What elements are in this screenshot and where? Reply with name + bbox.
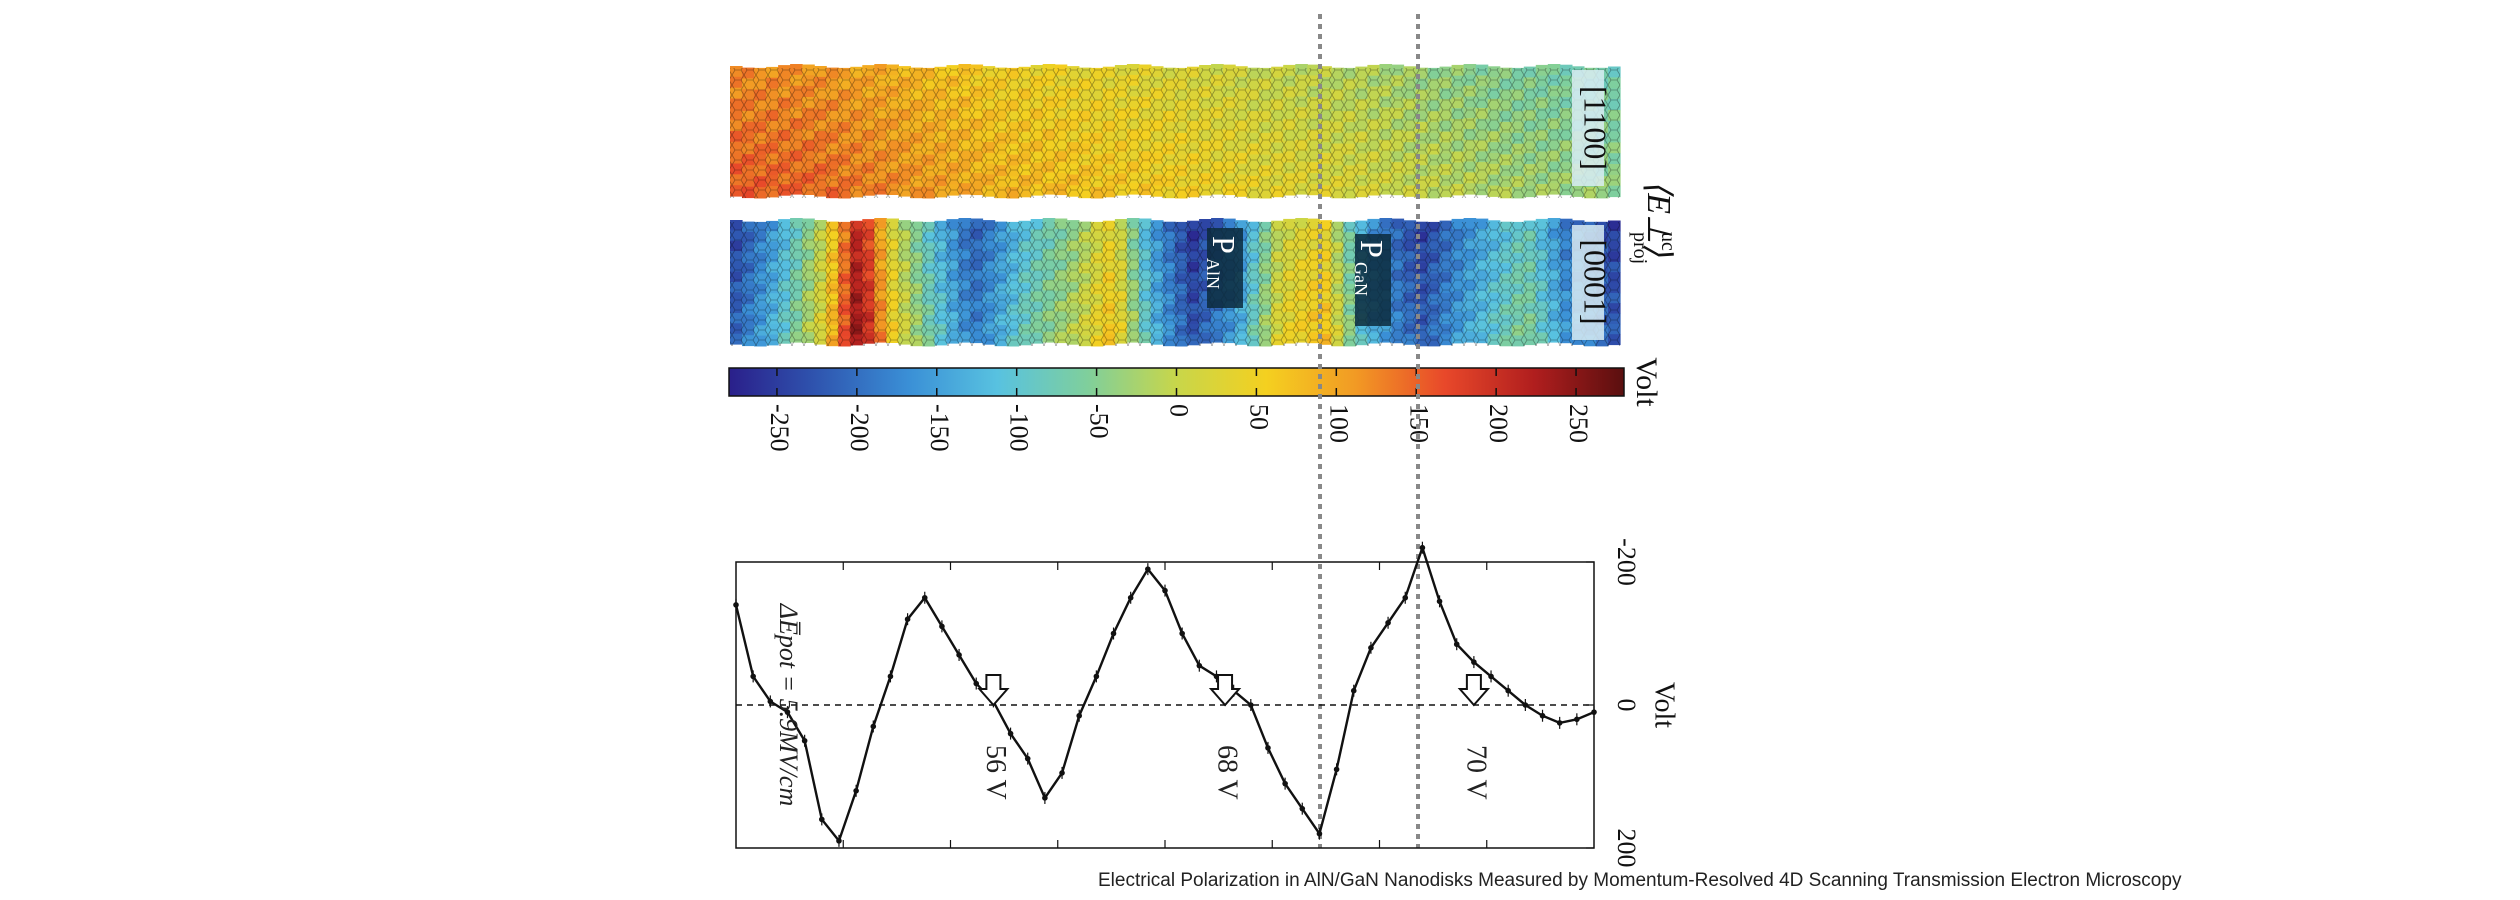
data-point [973, 680, 980, 687]
data-point [801, 737, 808, 744]
data-point [1179, 630, 1185, 637]
colorbar-tick-label: 200 [1484, 404, 1513, 443]
p-aln-label: P AlN [1203, 228, 1243, 308]
top-orientation-box [1572, 70, 1604, 186]
p-gan-label: P GaN [1351, 234, 1391, 326]
data-point [1282, 780, 1288, 787]
annotation-arrow [977, 674, 1010, 707]
data-point [921, 594, 928, 601]
bottom-orientation-box [1572, 225, 1604, 340]
data-point [1556, 720, 1563, 726]
data-point [956, 652, 962, 658]
map-side-label: ⟨E⊥⟩ uc proj [1629, 180, 1679, 264]
data-point [1333, 766, 1340, 773]
annotation-arrow [1457, 674, 1491, 707]
data-point [870, 723, 877, 730]
svg-text:P: P [1206, 236, 1242, 254]
svg-text:proj: proj [1629, 232, 1651, 264]
colorbar-tick-label: -250 [765, 404, 794, 452]
colorbar-tick-label: -150 [925, 404, 954, 452]
plot-y-tick-label: 200 [1612, 829, 1641, 868]
svg-text:GaN: GaN [1351, 262, 1371, 296]
line-plot: 56 V 68 V 70 V -200 0 200 Volt ΔE̅pot = 5.9M… [733, 538, 1680, 868]
colorbar-tick-label: -50 [1085, 404, 1114, 439]
data-point [1265, 745, 1271, 751]
data-point [1453, 641, 1460, 648]
data-point [1591, 709, 1597, 715]
plot-y-tick-label: 0 [1612, 699, 1641, 712]
data-point [1196, 662, 1203, 669]
data-point [1539, 712, 1546, 719]
data-point [1024, 755, 1031, 762]
figure-caption: Electrical Polarization in AlN/GaN Nanod… [1098, 870, 2182, 891]
plot-ylabel: Volt [1649, 682, 1680, 728]
annotation-label: 56 V [980, 745, 1011, 800]
data-point [904, 616, 911, 622]
bottom-orientation-label: [0001] [1578, 239, 1614, 324]
data-point [1316, 830, 1323, 837]
data-point [1522, 702, 1529, 708]
data-point [1385, 619, 1391, 626]
plot-legend-formula: ΔE̅pot = 5.9MV/cm [774, 603, 803, 807]
data-point [1488, 673, 1494, 680]
svg-text:⟨E⊥⟩: ⟨E⊥⟩ [1640, 180, 1677, 257]
data-point [836, 838, 842, 844]
colorbar-tick-label: -100 [1005, 404, 1034, 452]
data-point [887, 673, 894, 680]
svg-text:AlN: AlN [1203, 258, 1223, 289]
data-point [1110, 630, 1117, 637]
data-point [1419, 544, 1426, 551]
top-orientation-label: [1100] [1578, 86, 1614, 170]
colorbar-unit: Volt [1630, 357, 1663, 407]
colorbar-tick-label: 0 [1165, 404, 1194, 417]
svg-text:uc: uc [1657, 232, 1679, 251]
colorbar: -250 -200 -150 -100 -50 0 50 100 150 200 250 Volt [728, 357, 1663, 452]
data-point [1471, 659, 1477, 665]
data-point [1368, 645, 1374, 651]
data-point [750, 673, 756, 680]
data-point [784, 709, 791, 715]
data-point [1127, 594, 1134, 601]
colorbar-tick-label: -200 [845, 404, 874, 452]
colorbar-tick-label: 250 [1564, 404, 1593, 443]
data-point [853, 788, 859, 794]
data-point [733, 602, 739, 608]
data-point [1042, 795, 1048, 801]
data-point [767, 698, 774, 705]
annotation-label: 68 V [1212, 745, 1243, 800]
data-point [1145, 566, 1151, 572]
data-point [1248, 702, 1254, 708]
plot-y-tick-label: -200 [1612, 538, 1641, 586]
annotation-label: 70 V [1460, 745, 1491, 800]
data-point [1299, 805, 1306, 812]
data-point [1093, 673, 1100, 680]
svg-text:P: P [1354, 240, 1390, 258]
data-point [1162, 587, 1168, 594]
data-point [1350, 687, 1357, 694]
data-point [1076, 712, 1082, 719]
data-point [819, 816, 825, 823]
colorbar-tick-label: 100 [1324, 404, 1353, 443]
top-polarization-map: [1100] [730, 64, 1621, 199]
data-point [939, 623, 945, 630]
data-point [1402, 594, 1409, 601]
annotation-arrow [1208, 674, 1242, 707]
bottom-polarization-map: [0001] P AlN P GaN [730, 218, 1621, 347]
data-point [1436, 598, 1443, 605]
data-point [1007, 730, 1014, 737]
data-point [1574, 716, 1580, 723]
data-point [1505, 687, 1511, 694]
colorbar-tick-label: 50 [1244, 404, 1273, 430]
data-point [1059, 770, 1065, 776]
